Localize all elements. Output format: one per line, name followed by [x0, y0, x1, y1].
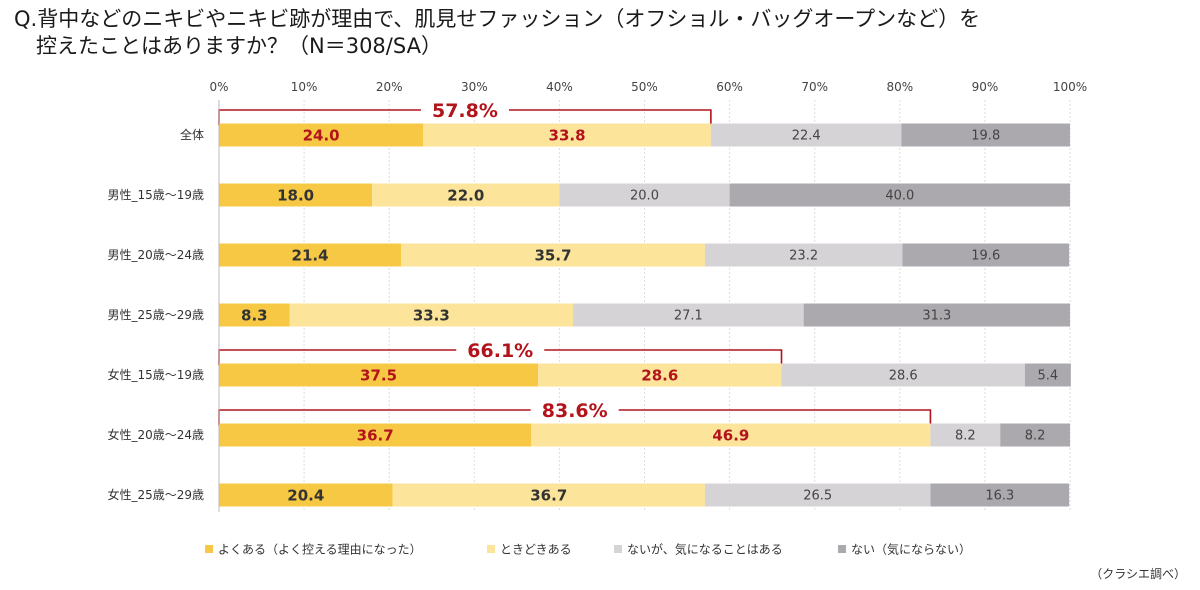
- bar-segment: [803, 303, 1070, 327]
- category-label: 女性_15歳～19歳: [107, 367, 204, 382]
- data-label: 19.8: [971, 129, 1000, 144]
- legend-label: ないが、気になることはある: [627, 542, 783, 557]
- legend-swatch: [614, 545, 622, 553]
- bracket-line: [218, 409, 531, 426]
- category-label: 男性_20歳～24歳: [107, 248, 204, 262]
- bar-segment: [704, 243, 903, 267]
- bracket-line: [544, 349, 783, 366]
- data-label: 36.7: [357, 427, 394, 445]
- data-label: 8.2: [1025, 429, 1046, 444]
- category-label: 男性_15歳～19歳: [107, 188, 204, 202]
- data-label: 40.0: [885, 189, 914, 204]
- data-label: 46.9: [712, 427, 749, 445]
- bar-segment: [531, 423, 931, 447]
- bar-segment: [372, 183, 560, 207]
- data-label: 22.4: [792, 129, 821, 144]
- data-label: 33.3: [413, 307, 450, 325]
- x-tick-label: 30%: [461, 80, 488, 94]
- data-label: 8.3: [241, 307, 268, 325]
- data-label: 28.6: [641, 367, 678, 385]
- bar-segment: [1000, 423, 1070, 447]
- bracket-line: [508, 109, 712, 126]
- bar-segment: [559, 183, 730, 207]
- data-label: 20.4: [287, 487, 324, 505]
- data-label: 31.3: [922, 309, 951, 324]
- x-tick-label: 90%: [972, 80, 999, 94]
- category-label: 全体: [180, 127, 204, 142]
- data-label: 16.3: [985, 489, 1014, 504]
- bracket-label: 83.6%: [542, 400, 608, 422]
- bracket-line: [618, 409, 932, 426]
- chart-title: Q.背中などのニキビやニキビ跡が理由で、肌見せファッション（オフショル・バッグオ…: [14, 6, 980, 60]
- data-label: 27.1: [674, 309, 703, 324]
- x-tick-label: 10%: [291, 80, 318, 94]
- x-tick-label: 50%: [631, 80, 658, 94]
- bar-segment: [902, 243, 1070, 267]
- x-tick-label: 20%: [376, 80, 403, 94]
- x-tick-label: 80%: [886, 80, 913, 94]
- bar-segment: [219, 303, 290, 327]
- data-label: 28.6: [889, 369, 918, 384]
- bar-segment: [219, 123, 424, 147]
- bar-segment: [219, 423, 532, 447]
- bar-segment: [901, 123, 1070, 147]
- bar-segment: [710, 123, 902, 147]
- legend-label: よくある（よく控える理由になった）: [218, 543, 422, 557]
- data-label: 26.5: [803, 489, 832, 504]
- bar-segment: [1024, 363, 1071, 387]
- data-label: 35.7: [535, 247, 572, 265]
- data-label: 19.6: [971, 249, 1000, 264]
- legend-label: ときどきある: [500, 543, 572, 557]
- bar-segment: [219, 243, 402, 267]
- bar-segment: [930, 423, 1001, 447]
- title-line-1: Q.背中などのニキビやニキビ跡が理由で、肌見せファッション（オフショル・バッグオ…: [14, 7, 981, 31]
- legend-swatch: [838, 545, 846, 553]
- bar-segment: [930, 483, 1070, 507]
- data-label: 37.5: [360, 367, 397, 385]
- bar-segment: [423, 123, 711, 147]
- bracket-label: 57.8%: [432, 100, 498, 122]
- bar-segment: [729, 183, 1070, 207]
- bar-segment: [704, 483, 931, 507]
- bar-segment: [219, 363, 539, 387]
- x-tick-label: 0%: [209, 80, 228, 94]
- bracket-line: [218, 349, 457, 366]
- data-label: 36.7: [530, 487, 567, 505]
- legend-swatch: [205, 545, 213, 553]
- x-tick-label: 70%: [801, 80, 828, 94]
- bracket-line: [218, 109, 421, 126]
- data-label: 18.0: [277, 187, 314, 205]
- data-label: 20.0: [630, 189, 659, 204]
- bar-segment: [219, 483, 393, 507]
- bar-segment: [538, 363, 782, 387]
- category-label: 女性_25歳～29歳: [107, 487, 204, 502]
- data-label: 5.4: [1038, 369, 1059, 384]
- legend-label: ない（気にならない）: [851, 542, 971, 557]
- bar-segment: [289, 303, 574, 327]
- data-label: 8.2: [955, 429, 976, 444]
- x-tick-label: 60%: [716, 80, 743, 94]
- bar-segment: [781, 363, 1025, 387]
- bar-segment: [392, 483, 705, 507]
- bar-segment: [573, 303, 804, 327]
- category-label: 男性_25歳～29歳: [107, 308, 204, 322]
- data-label: 22.0: [447, 187, 484, 205]
- bar-segment: [401, 243, 705, 267]
- title-line-2: 控えたことはありますか？（N＝308/SA）: [36, 34, 442, 58]
- data-label: 33.8: [549, 127, 586, 145]
- data-label: 23.2: [789, 249, 818, 264]
- category-label: 女性_20歳～24歳: [107, 427, 204, 442]
- source-note: （クラシエ調べ）: [1090, 567, 1186, 581]
- bar-segment: [219, 183, 373, 207]
- bracket-label: 66.1%: [467, 340, 533, 362]
- x-tick-label: 100%: [1053, 80, 1087, 94]
- data-label: 24.0: [303, 127, 340, 145]
- data-label: 21.4: [292, 247, 329, 265]
- x-tick-label: 40%: [546, 80, 573, 94]
- legend-swatch: [487, 545, 495, 553]
